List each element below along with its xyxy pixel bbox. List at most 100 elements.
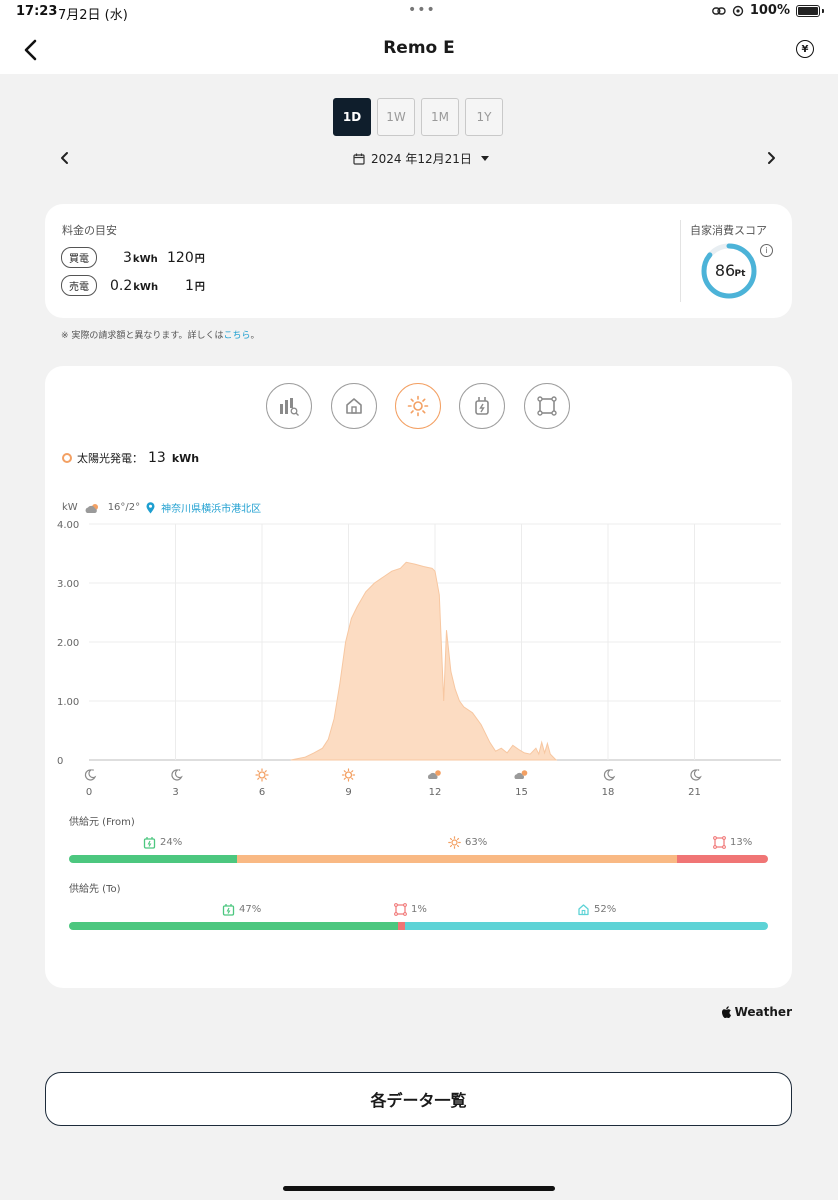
partly-cloudy-icon — [85, 503, 98, 513]
mode-solar-button[interactable] — [395, 383, 441, 429]
chart-search-icon — [280, 398, 299, 416]
moon-icon — [690, 769, 702, 781]
sell-kwh: 0.2 — [110, 278, 133, 294]
supply-to-bar — [69, 922, 768, 930]
home-indicator — [283, 1186, 555, 1191]
to-home-pct: 52% — [577, 903, 616, 916]
mode-home-button[interactable] — [331, 383, 377, 429]
yen-icon[interactable]: ¥ — [796, 40, 814, 58]
x-tick-label: 12 — [429, 787, 442, 798]
apple-logo-icon — [721, 1005, 731, 1018]
buy-badge: 買電 — [61, 247, 97, 268]
sell-kwh-unit: kWh — [133, 282, 159, 293]
status-time: 17:23 — [16, 4, 58, 19]
cost-title: 料金の目安 — [62, 224, 117, 237]
buy-kwh-unit: kWh — [132, 254, 158, 265]
home-icon — [578, 904, 589, 916]
x-tick-label: 18 — [602, 787, 615, 798]
tab-1y[interactable]: 1Y — [465, 98, 503, 136]
to-home-value: 52% — [594, 904, 617, 915]
tab-1d[interactable]: 1D — [333, 98, 371, 136]
note-link[interactable]: こちら — [223, 331, 251, 341]
date-picker[interactable]: 2024 年12月21日 — [353, 150, 489, 167]
weather-credit-label: Weather — [734, 1005, 792, 1019]
x-tick-label: 21 — [688, 787, 701, 798]
solar-total: 13 — [148, 450, 166, 466]
bar-segment — [236, 855, 678, 863]
y-axis-unit: kW — [62, 502, 78, 513]
x-tick-label: 9 — [345, 787, 351, 798]
score-ring: 86 Pt — [701, 243, 757, 299]
bar-segment — [404, 922, 768, 930]
grid-icon — [537, 396, 557, 416]
buy-amount: 3kWh — [123, 247, 158, 266]
back-button[interactable] — [14, 36, 46, 64]
prev-date-button[interactable] — [60, 146, 70, 170]
to-battery-pct: 47% — [222, 903, 261, 916]
page-title: Remo E — [383, 38, 455, 58]
sell-yen-unit: 円 — [194, 282, 205, 293]
multitask-dots-icon[interactable]: ••• — [408, 2, 436, 18]
sun-icon — [255, 768, 269, 782]
partly-cloudy-icon — [427, 770, 441, 779]
buy-kwh: 3 — [123, 250, 132, 266]
buy-yen-unit: 円 — [194, 254, 205, 265]
score-arc — [701, 243, 757, 299]
mode-battery-button[interactable] — [459, 383, 505, 429]
disclaimer-note: ※ 実際の請求額と異なります。詳しくはこちら。 — [61, 328, 260, 341]
sun-icon — [341, 768, 356, 782]
tab-1w[interactable]: 1W — [377, 98, 415, 136]
x-tick-labels: 0 3 6 9 12 15 18 21 — [84, 768, 702, 798]
note-end: 。 — [250, 331, 260, 341]
tab-1m[interactable]: 1M — [421, 98, 459, 136]
note-text: ※ 実際の請求額と異なります。詳しくは — [61, 331, 224, 341]
bar-segment — [69, 855, 237, 863]
card-divider — [680, 220, 681, 302]
caret-down-icon — [480, 156, 489, 161]
solar-legend-label: 太陽光発電： — [77, 452, 143, 465]
y-tick-label: 0 — [57, 756, 63, 767]
location-link[interactable]: 神奈川県横浜市港北区 — [161, 504, 262, 515]
chevron-left-icon — [61, 152, 68, 164]
to-grid-value: 1% — [411, 904, 427, 915]
status-bar — [0, 0, 838, 26]
bar-segment — [397, 922, 405, 930]
buy-yen: 120 — [167, 250, 194, 266]
solar-dot-icon — [62, 453, 72, 463]
battery-icon — [143, 837, 156, 849]
chevron-left-icon — [24, 39, 37, 61]
chart-meta: kW 16°/2° 神奈川県横浜市港北区 — [62, 500, 261, 515]
battery-icon — [222, 904, 235, 916]
grid-icon — [713, 836, 726, 849]
sell-amount: 0.2kWh — [110, 275, 158, 294]
solar-legend: 太陽光発電： 13 kWh — [62, 450, 199, 466]
status-right: 100% — [711, 3, 824, 18]
x-tick-label: 6 — [259, 787, 265, 798]
next-date-button[interactable] — [766, 146, 776, 170]
from-solar-pct: 63% — [448, 836, 487, 849]
x-tick-label: 3 — [172, 787, 178, 798]
home-icon — [346, 398, 362, 414]
bar-segment — [677, 855, 768, 863]
status-date: 7月2日 (水) — [58, 8, 128, 23]
mode-analysis-button[interactable] — [266, 383, 312, 429]
from-battery-pct: 24% — [143, 836, 182, 849]
date-label: 2024 年12月21日 — [371, 152, 472, 166]
y-tick-labels: 4.00 3.00 2.00 1.00 0 — [57, 520, 79, 767]
cost-card — [45, 204, 792, 318]
moon-icon — [84, 769, 97, 781]
battery-percent: 100% — [749, 3, 790, 18]
solar-generation-chart: 4.00 3.00 2.00 1.00 0 0 3 6 9 12 15 18 21 — [57, 520, 781, 798]
data-list-button[interactable]: 各データ一覧 — [45, 1072, 792, 1126]
partly-cloudy-icon — [514, 770, 528, 779]
to-grid-pct: 1% — [394, 903, 427, 916]
y-tick-label: 1.00 — [57, 697, 79, 708]
sell-yen: 1 — [185, 278, 194, 294]
from-grid-value: 13% — [730, 837, 753, 848]
info-icon[interactable]: i — [760, 244, 773, 257]
score-value: 86 — [715, 261, 735, 280]
solar-total-unit: kWh — [171, 451, 200, 465]
mode-grid-button[interactable] — [524, 383, 570, 429]
chevron-right-icon — [768, 152, 775, 164]
weather-credit[interactable]: Weather — [721, 1005, 792, 1019]
